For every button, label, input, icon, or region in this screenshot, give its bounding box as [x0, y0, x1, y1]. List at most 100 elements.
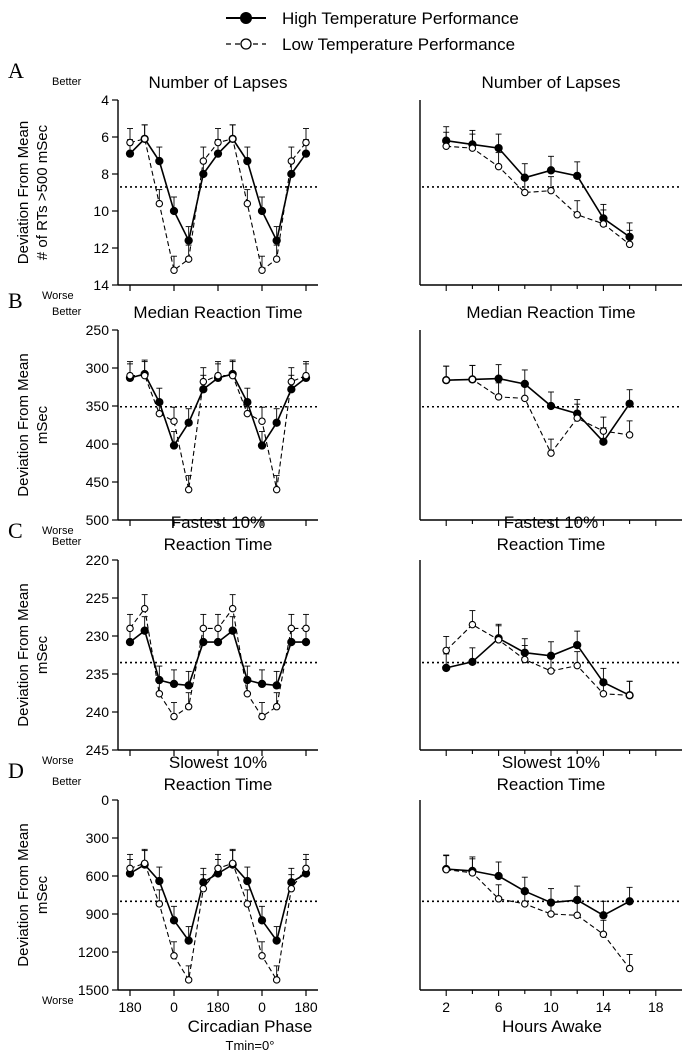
low-temp-point	[599, 427, 608, 435]
panel-title: Median Reaction Time	[133, 303, 302, 322]
panel-title: Reaction Time	[164, 775, 273, 794]
high-temp-point	[257, 441, 267, 450]
low-temp-point	[170, 417, 178, 425]
high-temp-point	[125, 637, 135, 647]
y-tick-label: 10	[93, 203, 109, 219]
y-tick-label: 245	[86, 742, 110, 758]
better-label: Better	[52, 306, 82, 318]
panel-hours-3: Fastest 10% Reaction Time	[419, 513, 682, 756]
panel-title: Reaction Time	[497, 775, 606, 794]
low-temp-point	[468, 869, 477, 877]
worse-label: Worse	[42, 290, 74, 302]
y-tick-label: 12	[93, 240, 109, 256]
low-temp-point	[625, 240, 634, 249]
low-temp-point	[442, 376, 450, 384]
hours-axis-title: Hours Awake	[502, 1017, 602, 1036]
panel-phase-2: Median Reaction Time 250 300 350 400 450 500 B B…	[8, 288, 318, 537]
low-temp-point	[199, 624, 208, 633]
high-temp-point	[625, 897, 634, 906]
y-axis-label: mSec	[34, 875, 51, 914]
legend-high-marker	[240, 12, 252, 24]
y-tick-label: 400	[86, 436, 110, 452]
low-temp-point	[170, 712, 178, 721]
y-tick-label: 240	[86, 704, 110, 720]
y-tick-label: 300	[86, 360, 110, 376]
high-temp-point	[599, 437, 608, 446]
high-temp-point	[213, 637, 223, 647]
low-temp-point	[184, 255, 193, 263]
high-temp-line	[446, 377, 631, 443]
low-temp-point	[625, 431, 634, 439]
high-temp-point	[257, 679, 267, 689]
low-temp-point	[287, 624, 296, 633]
low-temp-point	[184, 976, 193, 984]
low-temp-point	[599, 930, 608, 939]
worse-label: Worse	[42, 525, 74, 537]
phase-axis-title: Circadian Phase	[188, 1017, 313, 1036]
panel-title: Fastest 10%	[171, 513, 266, 532]
y-axis-label: Deviation From Mean	[15, 823, 32, 966]
low-temp-point	[243, 900, 252, 908]
low-temp-point	[442, 865, 450, 874]
y-axis-label: Deviation From Mean	[15, 353, 32, 496]
x-tick-label: 180	[294, 999, 318, 1015]
low-temp-point	[272, 255, 281, 263]
high-temp-point	[169, 679, 179, 689]
legend: High Temperature Performance Low Tempera…	[226, 9, 519, 54]
high-temp-line	[129, 373, 307, 448]
x-tick-label: 0	[170, 999, 178, 1015]
low-temp-point	[521, 188, 529, 197]
low-temp-point	[228, 371, 237, 380]
low-temp-point	[547, 186, 555, 195]
low-temp-point	[547, 449, 555, 457]
high-temp-line	[446, 868, 630, 917]
low-temp-point	[243, 199, 252, 208]
y-tick-label: 0	[101, 792, 109, 808]
y-tick-label: 4	[101, 92, 109, 108]
y-axis-label: # of RTs >500 mSec	[34, 124, 51, 260]
low-temp-point	[521, 900, 529, 908]
low-temp-point	[272, 702, 281, 711]
x-tick-label: 180	[206, 999, 230, 1015]
high-temp-point	[169, 206, 179, 216]
low-temp-point	[287, 157, 296, 165]
low-temp-point	[302, 864, 310, 873]
low-temp-point	[126, 624, 134, 633]
low-temp-point	[228, 135, 237, 143]
high-temp-point	[155, 156, 164, 166]
x-tick-label: 180	[118, 999, 142, 1015]
y-axis-label: Deviation From Mean	[15, 121, 32, 264]
panel-letter: C	[8, 518, 23, 543]
high-temp-point	[184, 418, 193, 427]
low-temp-point	[573, 661, 581, 670]
y-tick-label: 230	[86, 628, 110, 644]
high-temp-point	[573, 171, 582, 180]
low-temp-point	[126, 864, 134, 873]
high-temp-point	[169, 441, 179, 450]
panel-letter: B	[8, 288, 23, 313]
high-temp-point	[546, 401, 556, 411]
y-tick-label: 300	[86, 830, 110, 846]
panel-letter: A	[8, 58, 24, 83]
low-temp-point	[170, 952, 178, 960]
high-temp-point	[257, 206, 267, 216]
low-temp-point	[287, 884, 296, 893]
better-label: Better	[52, 776, 82, 788]
low-temp-point	[258, 712, 266, 721]
y-tick-label: 14	[93, 277, 109, 293]
x-tick-label: 6	[495, 999, 503, 1015]
low-temp-point	[214, 371, 222, 380]
low-temp-point	[547, 910, 555, 918]
high-temp-point	[155, 876, 164, 886]
high-temp-point	[625, 399, 634, 408]
high-temp-point	[199, 637, 208, 647]
low-temp-point	[126, 371, 134, 380]
low-temp-point	[184, 485, 193, 494]
panel-phase-3: Fastest 10% Reaction Time 220 225 230 235 240 2…	[8, 513, 318, 767]
high-temp-point	[301, 637, 311, 647]
high-temp-point	[442, 663, 451, 673]
high-temp-point	[140, 626, 149, 635]
low-temp-point	[573, 210, 581, 219]
low-temp-point	[625, 964, 634, 973]
high-temp-line	[446, 637, 630, 697]
